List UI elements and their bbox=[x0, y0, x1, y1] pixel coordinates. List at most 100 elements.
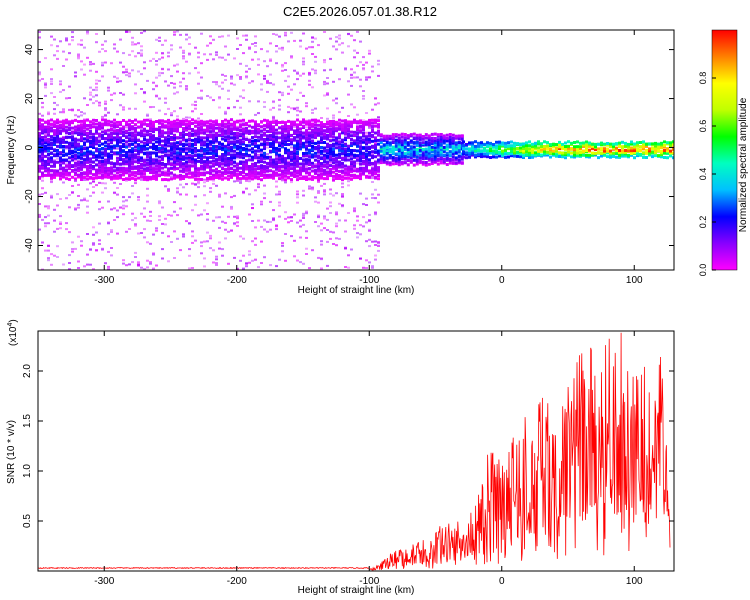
spectrogram-cell bbox=[83, 112, 86, 115]
spectrogram-cell bbox=[365, 157, 368, 161]
spectrogram-cell bbox=[128, 163, 131, 167]
spectrogram-cell bbox=[326, 240, 329, 243]
spectrogram-cell bbox=[397, 140, 401, 144]
spectrogram-cell bbox=[451, 149, 455, 153]
spectrogram-cell bbox=[272, 160, 275, 164]
spectrogram-cell bbox=[353, 176, 356, 180]
spectrogram-cell bbox=[218, 195, 221, 198]
spectrogram-cell bbox=[149, 126, 152, 129]
spectrogram-cell bbox=[567, 153, 570, 157]
spectrogram-cell bbox=[170, 44, 173, 47]
spectrogram-cell bbox=[212, 149, 215, 153]
spectrogram-cell bbox=[122, 204, 125, 207]
spectrogram-cell bbox=[98, 138, 101, 141]
spectrogram-cell bbox=[377, 119, 380, 123]
spectrogram-cell bbox=[116, 140, 119, 144]
spectrogram-cell bbox=[299, 74, 302, 77]
spectrogram-cell bbox=[44, 249, 47, 252]
spectrogram-cell bbox=[624, 141, 627, 145]
spectrogram-cell bbox=[314, 196, 317, 199]
spectrogram-cell bbox=[257, 149, 260, 153]
spectrogram-cell bbox=[365, 166, 368, 170]
spectrogram-cell bbox=[260, 158, 263, 162]
spectrogram-cell bbox=[552, 149, 555, 153]
spectrogram-cell bbox=[445, 151, 449, 155]
spectrogram-cell bbox=[92, 118, 95, 122]
spectrogram-cell bbox=[323, 59, 326, 62]
spectrogram-cell bbox=[59, 159, 62, 162]
spectrogram-cell bbox=[371, 177, 374, 179]
spectrogram-cell bbox=[293, 255, 296, 258]
spectrogram-cell bbox=[433, 145, 437, 149]
spectrogram-cell bbox=[344, 126, 347, 130]
spectrogram-cell bbox=[191, 128, 194, 131]
spectrogram-cell bbox=[146, 143, 149, 147]
spectrogram-cell bbox=[311, 36, 314, 39]
spectrogram-cell bbox=[77, 115, 80, 118]
spectrogram-cell bbox=[104, 182, 107, 185]
spectrogram-cell bbox=[406, 149, 410, 153]
spectrogram-cell bbox=[53, 129, 56, 133]
spectrogram-cell bbox=[50, 143, 53, 147]
spectrogram-cell bbox=[164, 137, 167, 141]
spectrogram-cell bbox=[161, 206, 164, 209]
spectrogram-cell bbox=[170, 163, 173, 166]
spectrogram-cell bbox=[245, 129, 248, 133]
spectrogram-cell bbox=[362, 203, 365, 206]
spectrogram-cell bbox=[104, 123, 107, 127]
spectrogram-cell bbox=[74, 247, 77, 250]
spectrogram-cell bbox=[209, 140, 212, 144]
spectrogram-cell bbox=[275, 228, 278, 231]
spectrogram-cell bbox=[377, 59, 380, 62]
spectrogram-cell bbox=[200, 89, 203, 92]
spectrogram-cell bbox=[350, 167, 353, 171]
spectrogram-cell bbox=[215, 139, 218, 143]
spectrogram-cell bbox=[101, 48, 104, 50]
spectrogram-cell bbox=[179, 249, 182, 252]
spectrogram-cell bbox=[266, 136, 269, 140]
spectrogram-cell bbox=[543, 145, 546, 148]
spectrogram-cell bbox=[233, 180, 236, 183]
spectrogram-cell bbox=[200, 62, 203, 65]
spectrogram-cell bbox=[257, 153, 260, 156]
spectrogram-cell bbox=[122, 108, 125, 111]
spectrogram-cell bbox=[528, 144, 531, 148]
spectrogram-cell bbox=[308, 120, 311, 124]
spectrogram-cell bbox=[269, 108, 272, 111]
spectrogram-cell bbox=[56, 57, 59, 60]
spectrogram-cell bbox=[272, 117, 275, 120]
spectrogram-cell bbox=[197, 120, 200, 124]
spectrogram-cell bbox=[230, 205, 233, 208]
spectrogram-cell bbox=[137, 261, 140, 264]
spectrogram-cell bbox=[359, 121, 362, 125]
spectrogram-cell bbox=[176, 154, 179, 158]
spectrogram-cell bbox=[377, 168, 380, 172]
spectrogram-cell bbox=[167, 260, 170, 263]
spectrogram-cell bbox=[221, 205, 224, 208]
spectrogram-cell bbox=[89, 123, 92, 127]
spectrogram-cell bbox=[59, 156, 62, 160]
spectrogram-cell bbox=[152, 106, 155, 108]
spectrogram-cell bbox=[104, 120, 107, 124]
spectrogram-cell bbox=[314, 107, 317, 110]
spectrogram-cell bbox=[47, 257, 50, 260]
spectrogram-cell bbox=[338, 127, 341, 131]
spectrogram-cell bbox=[347, 184, 350, 187]
spectrogram-cell bbox=[227, 148, 230, 152]
spectrogram-cell bbox=[320, 169, 323, 172]
spectrogram-cell bbox=[540, 149, 543, 153]
spectrogram-cell bbox=[104, 100, 107, 103]
spectrogram-cell bbox=[257, 144, 260, 148]
spectrogram-cell bbox=[418, 141, 422, 145]
spectrogram-cell bbox=[239, 62, 242, 65]
spectrogram-cell bbox=[424, 133, 428, 137]
spectrogram-cell bbox=[125, 179, 128, 182]
spectrogram-cell bbox=[86, 205, 89, 208]
spectrogram-cell bbox=[158, 166, 161, 170]
spectrogram-cell bbox=[71, 156, 74, 160]
spectrogram-cell bbox=[149, 59, 152, 62]
spectrogram-cell bbox=[143, 175, 146, 179]
spectrogram-cell bbox=[44, 145, 47, 148]
spectrogram-cell bbox=[287, 75, 290, 78]
spectrogram-cell bbox=[427, 138, 431, 142]
